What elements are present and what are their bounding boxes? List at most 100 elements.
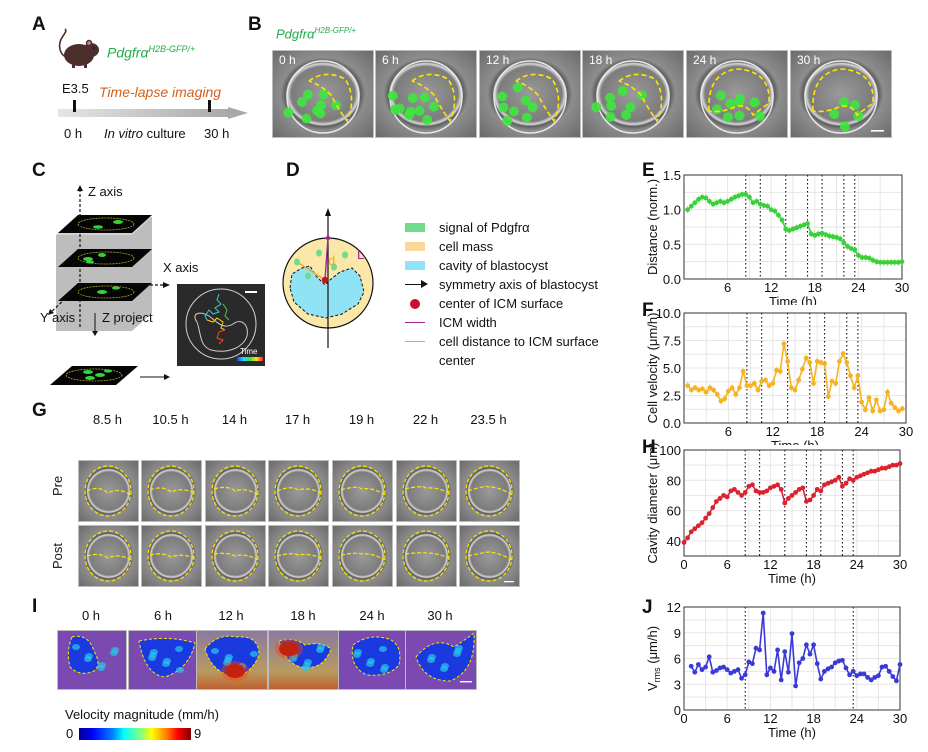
data-point [750,661,755,667]
data-point [870,257,876,263]
data-point [859,399,864,405]
chart-e: 6 12 18 24 30 0.0 0.5 1.0 1.5 Time (h) Distance (n… [645,168,909,305]
frame-time-label: 12 h [486,53,510,67]
data-point [808,231,814,237]
data-point [807,360,813,365]
time-colorbar-label: Time [240,347,258,356]
data-point [866,395,872,401]
data-point [856,253,861,258]
data-point [807,497,813,503]
data-point [710,201,716,207]
embryo-frame [332,460,393,522]
y-tick-label: 0 [674,703,681,718]
data-point [775,482,780,488]
data-point [692,669,698,675]
data-point [685,535,690,541]
data-point [725,198,730,204]
frame-time-label: 30 h [427,608,453,623]
timelapse-frame: 12 h [479,50,581,138]
frame-time-label: 6 h [382,53,399,67]
data-point [761,203,767,208]
imaging-label: Time-lapse imaging [99,84,222,100]
data-point [863,255,869,260]
data-point [796,377,802,383]
data-point [706,654,712,660]
data-point [717,496,723,501]
embryo-frame [459,460,520,522]
data-point [779,217,785,223]
data-point [739,192,745,197]
data-point [812,232,818,238]
data-point [897,461,903,467]
data-point [770,381,776,386]
z-project-label: Z project [102,310,153,325]
time-header: 10.5 h [152,412,189,427]
data-point [843,665,849,671]
x-tick-label: 18 [808,280,822,295]
embryo-frame [459,525,520,587]
panel-label-i: I [32,596,38,617]
x-tick-label: 6 [725,424,732,439]
data-point [814,661,820,667]
genotype-label-b: PdgfrαH2B-GFP/+ [276,26,356,41]
z-axis-label: Z axis [88,184,123,199]
embryo-frame [78,525,139,587]
embryo-frame [141,460,202,522]
data-point [877,259,883,265]
data-point [845,244,850,249]
data-point [757,490,762,495]
data-point [692,526,698,532]
data-point [759,378,765,384]
data-point [794,225,800,231]
data-point [692,385,698,391]
data-point [877,408,883,414]
x-tick-label: 12 [766,424,780,439]
y-tick-label: 12 [667,600,681,615]
legend-label: center [439,353,476,368]
legend-item: symmetry axis of blastocyst [405,277,598,292]
data-point [753,488,759,494]
legend-swatch [405,261,425,270]
data-point [854,474,860,480]
data-point [703,664,708,670]
data-point [861,671,867,677]
data-point [796,660,802,666]
timelapse-frame: 24 h [686,50,788,138]
x-axis-label: X axis [163,260,199,275]
data-point [886,464,892,470]
velocity-heatmap [268,630,340,690]
velocity-heatmap [128,630,200,690]
data-point [744,383,750,388]
data-point [840,483,845,489]
frame-time-label: 0 h [279,53,296,67]
dot-icon [410,298,420,309]
mouse-icon [55,28,100,70]
y-tick-label: 1.0 [663,203,681,218]
x-tick-label: 24 [850,711,864,726]
data-point [751,381,757,386]
data-point [721,664,726,670]
data-point [866,255,872,261]
x-axis-title: Time (h) [769,294,817,305]
x-tick-label: 24 [854,424,868,439]
panel-label-d: D [286,160,300,181]
panel-d-schematic [280,200,380,350]
data-point [768,207,774,213]
x-tick-label: 24 [850,557,864,572]
culture-italic: In vitro [104,126,144,141]
data-point [848,373,853,379]
data-point [837,359,842,364]
legend-item: cavity of blastocyst [405,258,548,273]
time-header: 8.5 h [93,412,122,427]
z-slice-1 [58,215,152,233]
data-point [776,212,781,218]
data-point [836,474,842,480]
velocity-heatmap [338,630,408,690]
y-tick-label: 2.5 [663,389,681,404]
data-point [888,259,894,265]
legend-item: center of ICM surface [405,296,563,311]
embryo-frame [205,525,266,587]
data-point [703,515,708,521]
data-point [862,407,868,413]
legend-swatch [405,223,425,232]
